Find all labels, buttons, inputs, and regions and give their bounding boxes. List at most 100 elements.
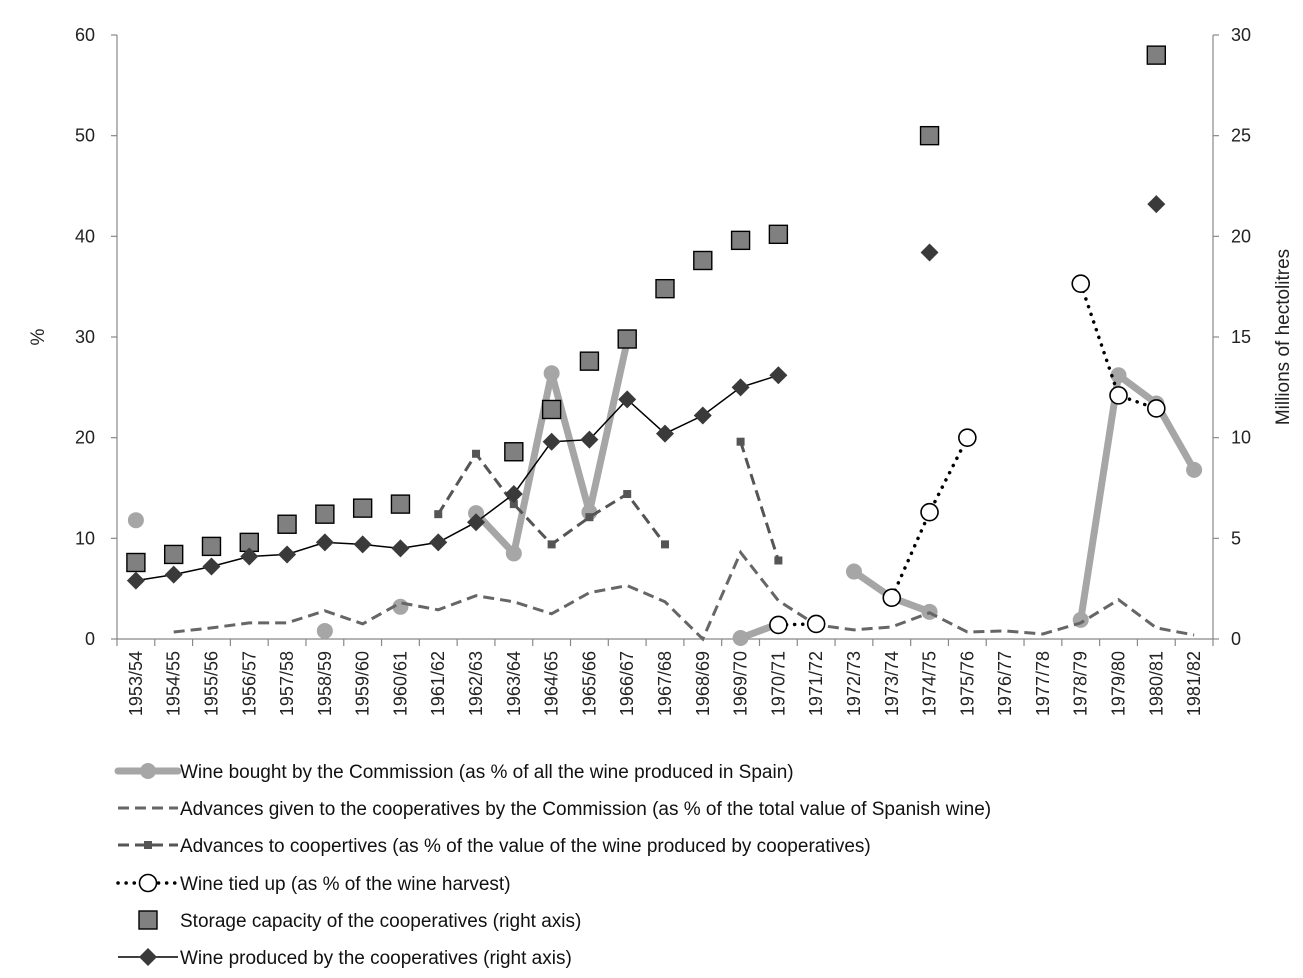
right-tick-label: 20 <box>1231 226 1251 246</box>
series-1 <box>127 333 1203 646</box>
series-6-point <box>202 557 221 576</box>
series-5-point <box>390 494 411 514</box>
x-tick-label: 1961/62 <box>428 651 448 716</box>
axes <box>116 35 1214 640</box>
series-6-point <box>542 432 561 451</box>
series-4-point <box>958 428 977 447</box>
series-6-line <box>135 374 779 582</box>
y2-axis-title: Millions of hectolitres <box>1273 249 1294 425</box>
legend-item-1: Wine bought by the Commission (as % of a… <box>114 762 794 783</box>
series-2 <box>173 549 1195 642</box>
x-tick-label: 1977/78 <box>1033 651 1053 716</box>
legend-item-3: Advances to coopertives (as % of the val… <box>118 836 871 857</box>
series-1-point <box>732 629 749 646</box>
series-6-point <box>278 545 297 564</box>
left-tick-label: 0 <box>85 629 95 649</box>
right-axis-ticks: 0 5 10 15 20 25 30 <box>1213 25 1251 649</box>
series-5 <box>126 45 1167 573</box>
series-4-point <box>1071 274 1091 293</box>
left-tick-label: 10 <box>75 528 95 548</box>
x-tick-label: 1955/56 <box>201 651 221 716</box>
legend-item-6: Wine produced by the cooperatives (right… <box>118 948 572 969</box>
series-3-point <box>434 510 443 519</box>
series-1-point <box>1186 461 1203 478</box>
series-6-point <box>656 424 674 443</box>
x-tick-label: 1970/71 <box>768 651 788 716</box>
series <box>126 45 1203 646</box>
series-5-point <box>768 224 789 245</box>
series-6-point <box>391 539 410 558</box>
x-tick-label: 1968/69 <box>693 651 713 716</box>
series-4-point <box>920 502 939 522</box>
series-4-point <box>882 588 902 608</box>
x-tick-label: 1979/80 <box>1109 651 1129 716</box>
series-5-point <box>126 552 146 573</box>
x-tick-label: 1960/61 <box>390 651 410 716</box>
left-tick-label: 30 <box>75 327 95 347</box>
series-6-point <box>467 513 486 532</box>
legend-swatch-marker <box>144 841 152 849</box>
series-4-line <box>890 435 970 600</box>
x-tick-label: 1957/58 <box>277 651 297 716</box>
series-5-point <box>541 399 562 420</box>
series-3-point <box>623 490 632 499</box>
right-tick-label: 5 <box>1231 528 1241 548</box>
x-tick-label: 1958/59 <box>315 651 335 716</box>
x-tick-label: 1972/73 <box>844 651 864 716</box>
series-5-point <box>352 498 373 518</box>
left-tick-label: 40 <box>75 226 95 246</box>
left-tick-label: 60 <box>75 25 95 45</box>
right-tick-label: 30 <box>1231 25 1251 45</box>
series-4-line <box>1078 281 1159 411</box>
series-3-point <box>661 540 669 549</box>
series-6-point <box>920 243 939 262</box>
series-4-point <box>806 614 826 634</box>
series-5-point <box>579 351 600 371</box>
x-tick-label: 1971/72 <box>806 651 826 716</box>
series-6-point <box>731 378 750 397</box>
left-axis-ticks: 0 10 20 30 40 50 60 <box>75 25 117 649</box>
series-5-point <box>163 544 184 565</box>
series-6-point <box>769 366 788 385</box>
series-5-point <box>277 514 297 534</box>
series-3-point <box>736 437 745 446</box>
series-6-point <box>693 406 712 425</box>
series-6-point <box>126 571 145 590</box>
series-1-point <box>1110 367 1127 384</box>
legend-label: Storage capacity of the cooperatives (ri… <box>180 911 581 932</box>
series-5-point <box>1146 45 1167 65</box>
series-6-point <box>315 533 334 552</box>
right-tick-label: 15 <box>1231 327 1251 347</box>
x-tick-label: 1965/66 <box>579 651 599 716</box>
series-1-point <box>316 622 333 639</box>
series-5-point <box>617 329 637 349</box>
series-1-point <box>468 505 485 522</box>
series-1-point <box>845 563 862 580</box>
series-4-point <box>1147 399 1166 418</box>
series-3-point <box>774 556 783 565</box>
series-5-point <box>504 442 524 462</box>
series-5-point <box>655 278 675 299</box>
series-5-point <box>919 125 940 146</box>
series-3-line <box>739 441 780 561</box>
series-2-line <box>173 549 1195 642</box>
legend-swatch-marker <box>139 948 157 966</box>
x-axis-ticks: 1953/54 1954/55 1955/56 1956/57 1957/58 1958/… <box>116 639 1214 716</box>
series-4 <box>769 274 1166 635</box>
y-axis-title: % <box>28 328 49 345</box>
series-6-point <box>240 547 259 566</box>
series-5-point <box>201 536 222 557</box>
series-6-point <box>429 533 448 552</box>
x-tick-label: 1967/68 <box>655 651 675 716</box>
series-5-point <box>730 230 751 251</box>
series-3 <box>434 437 783 565</box>
series-5-point <box>693 250 713 271</box>
x-tick-label: 1981/82 <box>1184 651 1204 716</box>
left-tick-label: 50 <box>75 126 95 146</box>
x-tick-label: 1976/77 <box>995 651 1015 716</box>
legend-label: Wine produced by the cooperatives (right… <box>180 948 572 969</box>
series-3-point <box>547 540 556 549</box>
series-4-point <box>1109 386 1128 405</box>
x-tick-label: 1980/81 <box>1146 651 1166 716</box>
